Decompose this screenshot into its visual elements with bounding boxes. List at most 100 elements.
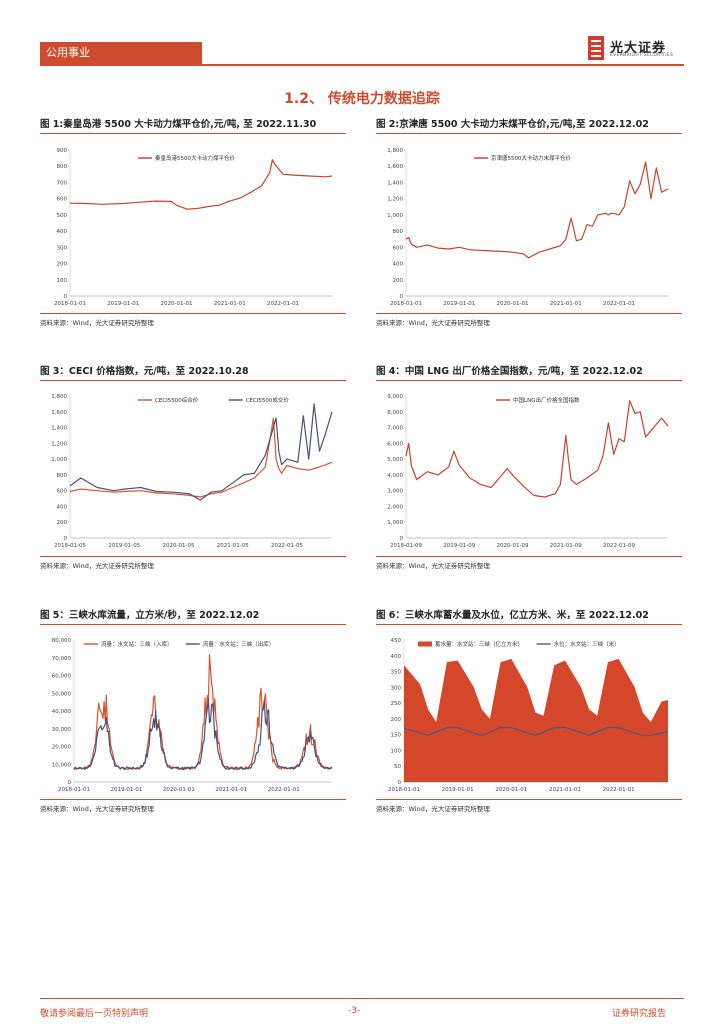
figure-5-source-rule bbox=[40, 799, 346, 800]
y-tick-label: 9,000 bbox=[387, 394, 403, 400]
y-tick-label: 300 bbox=[391, 685, 402, 691]
y-tick-label: 1,800 bbox=[387, 148, 403, 154]
figure-5-source: 资料来源：Wind，光大证券研究所整理 bbox=[40, 805, 154, 813]
figure-6-source-rule bbox=[376, 799, 682, 800]
x-tick-label: 2019-01-01 bbox=[107, 301, 139, 307]
figure-4-source: 资料来源：Wind，光大证券研究所整理 bbox=[376, 562, 490, 570]
x-tick-label: 2022-01-01 bbox=[267, 301, 299, 307]
y-tick-label: 1,600 bbox=[387, 164, 403, 170]
y-tick-label: 300 bbox=[57, 245, 68, 251]
legend-label: 秦皇岛港5500大卡动力煤平仓价 bbox=[155, 154, 235, 162]
y-tick-label: 900 bbox=[57, 148, 68, 154]
y-tick-label: 400 bbox=[57, 229, 68, 235]
figure-1-title: 图 1:秦皇岛港 5500 大卡动力煤平仓价,元/吨, 至 2022.11.30 bbox=[40, 119, 317, 130]
y-tick-label: 80,000 bbox=[52, 638, 72, 644]
x-tick-label: 2018-01-05 bbox=[54, 543, 86, 549]
line-series-2 bbox=[69, 403, 333, 501]
y-tick-label: 700 bbox=[57, 180, 68, 186]
x-tick-label: 2018-01-01 bbox=[388, 787, 420, 793]
line-series-1 bbox=[405, 400, 669, 498]
y-tick-label: 600 bbox=[393, 245, 404, 251]
y-tick-label: 0 bbox=[64, 294, 68, 300]
footer-disclaimer[interactable]: 敬请参阅最后一页特别声明 bbox=[40, 1009, 149, 1019]
y-tick-label: 1,200 bbox=[387, 197, 403, 203]
x-tick-label: 2021-01-05 bbox=[217, 543, 249, 549]
section-title: 1.2、 传统电力数据追踪 bbox=[284, 91, 440, 107]
figure-1-source: 资料来源：Wind，光大证券研究所整理 bbox=[40, 319, 154, 327]
y-tick-label: 100 bbox=[391, 748, 402, 754]
y-tick-label: 450 bbox=[391, 638, 402, 644]
legend-label: 流量：水文站：三峡（入库） bbox=[101, 640, 173, 648]
x-tick-label: 2020-01-01 bbox=[161, 301, 193, 307]
y-tick-label: 0 bbox=[64, 536, 68, 542]
figure-5-rule bbox=[40, 624, 346, 625]
x-tick-label: 2021-01-01 bbox=[550, 301, 582, 307]
y-tick-label: 600 bbox=[57, 197, 68, 203]
legend-label: 京津唐5500大卡动力末煤平仓价 bbox=[491, 154, 571, 162]
line-series-2 bbox=[73, 699, 333, 771]
chart-lng-index: 0 1,000 2,000 3,000 4,000 5,000 6,000 7,000 8,00… bbox=[387, 394, 669, 549]
figure-5-title: 图 5：三峡水库流量，立方米/秒，至 2022.12.02 bbox=[40, 610, 260, 621]
figure-3-rule bbox=[40, 380, 346, 381]
y-tick-label: 40,000 bbox=[52, 709, 72, 715]
x-tick-label: 2019-01-01 bbox=[442, 787, 474, 793]
y-tick-label: 250 bbox=[391, 701, 402, 707]
x-tick-label: 2021-01-01 bbox=[215, 787, 247, 793]
figure-6-rule bbox=[376, 624, 682, 625]
x-tick-label: 2022-01-01 bbox=[603, 301, 635, 307]
footer-report-type: 证券研究报告 bbox=[612, 1009, 667, 1019]
y-tick-label: 1,800 bbox=[51, 394, 67, 400]
y-tick-label: 1,000 bbox=[387, 213, 403, 219]
figure-3-source: 资料来源：Wind，光大证券研究所整理 bbox=[40, 562, 154, 570]
x-tick-label: 2022-01-05 bbox=[271, 543, 303, 549]
x-tick-label: 2022-01-01 bbox=[268, 787, 300, 793]
x-tick-label: 2019-01-01 bbox=[443, 301, 475, 307]
x-tick-label: 2020-01-05 bbox=[163, 543, 195, 549]
figure-4-title: 图 4：中国 LNG 出厂价格全国指数，元/吨，至 2022.12.02 bbox=[376, 366, 643, 377]
y-tick-label: 1,400 bbox=[51, 426, 67, 432]
y-tick-label: 30,000 bbox=[52, 727, 72, 733]
y-tick-label: 0 bbox=[400, 536, 404, 542]
chart-three-gorges-flow: 0 10,000 20,000 30,000 40,000 50,000 60,000 70,… bbox=[52, 638, 333, 793]
x-tick-label: 2020-01-01 bbox=[495, 787, 527, 793]
y-tick-label: 200 bbox=[57, 520, 68, 526]
header-tag: 公用事业 bbox=[40, 42, 202, 64]
page-number: -3- bbox=[348, 1006, 361, 1016]
x-tick-label: 2021-01-09 bbox=[550, 543, 582, 549]
y-tick-label: 5,000 bbox=[387, 457, 403, 463]
y-tick-label: 400 bbox=[57, 504, 68, 510]
y-tick-label: 800 bbox=[393, 229, 404, 235]
legend-label: 中国LNG出厂价格全国指数 bbox=[513, 396, 580, 404]
x-tick-label: 2019-01-05 bbox=[108, 543, 140, 549]
brand-mark-icon bbox=[588, 36, 604, 60]
y-tick-label: 200 bbox=[57, 262, 68, 268]
line-series-1 bbox=[69, 417, 333, 498]
y-tick-label: 600 bbox=[57, 489, 68, 495]
y-tick-label: 1,000 bbox=[387, 520, 403, 526]
y-tick-label: 0 bbox=[400, 294, 404, 300]
x-tick-label: 2018-01-01 bbox=[390, 301, 422, 307]
x-tick-label: 2019-01-01 bbox=[110, 787, 142, 793]
y-tick-label: 400 bbox=[393, 262, 404, 268]
chart-three-gorges-storage: 0 50 100 150 200 250 300 350 400 450 2018-01-01 201… bbox=[388, 638, 669, 793]
figure-2-rule bbox=[376, 133, 682, 134]
line-series-1 bbox=[73, 654, 333, 771]
figure-4-rule bbox=[376, 380, 682, 381]
y-tick-label: 400 bbox=[391, 654, 402, 660]
y-tick-label: 500 bbox=[57, 213, 68, 219]
x-tick-label: 2021-01-01 bbox=[549, 787, 581, 793]
header-rule bbox=[40, 64, 684, 66]
area-series-1 bbox=[404, 658, 668, 782]
figure-3-source-rule bbox=[40, 556, 346, 557]
y-tick-label: 800 bbox=[57, 473, 68, 479]
y-tick-label: 50,000 bbox=[52, 691, 72, 697]
y-tick-label: 70,000 bbox=[52, 656, 72, 662]
y-tick-label: 800 bbox=[57, 164, 68, 170]
x-tick-label: 2019-01-09 bbox=[443, 543, 475, 549]
x-tick-label: 2022-01-09 bbox=[603, 543, 635, 549]
brand-name-en: EVERBRIGHT SECURITIES bbox=[610, 53, 674, 58]
figure-6-source: 资料来源：Wind，光大证券研究所整理 bbox=[376, 805, 490, 813]
x-tick-label: 2022-01-01 bbox=[603, 787, 635, 793]
y-tick-label: 0 bbox=[398, 780, 402, 786]
line-series-1 bbox=[405, 161, 669, 259]
